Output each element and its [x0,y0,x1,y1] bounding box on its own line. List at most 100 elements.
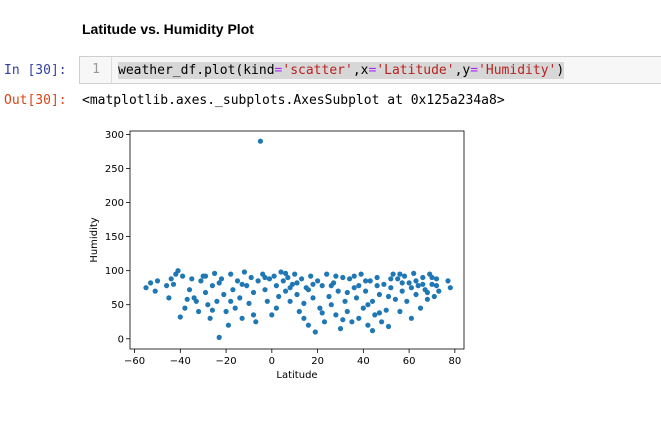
code-token: 'Humidity' [478,63,557,78]
data-point [344,308,350,315]
data-point [305,322,311,328]
data-point [186,287,193,293]
data-point [388,276,394,282]
cell-output-text: <matplotlib.axes._subplots.AxesSubplot a… [82,93,505,108]
data-point [301,315,307,321]
data-point [232,305,238,311]
data-point [248,274,254,281]
data-point [342,298,348,304]
code-token: = [274,63,283,78]
data-point [383,307,389,313]
code-line[interactable]: weather_df.plot(kind='scatter',x='Latitu… [118,62,565,79]
data-point [401,273,408,279]
data-point [376,291,382,298]
data-point [237,295,243,301]
y-tick-label: 50 [111,300,124,311]
data-point [283,288,289,294]
data-point [198,278,204,284]
data-point [395,276,401,282]
data-point [324,271,330,277]
data-point [424,296,430,302]
data-point [285,274,291,281]
data-point [353,295,360,301]
data-point [221,291,227,298]
data-point [319,283,325,289]
data-point [193,298,199,304]
data-point [189,276,195,282]
data-point [273,305,279,311]
markdown-heading: Latitude vs. Humidity Plot [82,21,254,37]
data-point [429,274,435,281]
y-tick-label: 250 [105,164,124,175]
data-point [399,280,405,286]
data-point [321,319,328,325]
code-token: = [470,63,479,78]
code-token: ,y [454,63,471,78]
data-point [351,285,357,291]
data-point [262,274,268,281]
data-point [148,280,154,286]
data-point [228,271,234,277]
code-token: = [368,63,377,78]
data-point [209,307,215,313]
data-point [168,276,174,282]
data-point [347,276,353,282]
data-point [363,278,369,284]
data-point [180,273,186,279]
data-point [328,302,334,308]
x-tick-label: 80 [448,356,461,367]
data-point [296,308,302,315]
data-point [264,298,270,304]
data-point [253,319,259,325]
output-prompt: Out[30]: [4,93,67,108]
code-token: ,x [352,63,369,78]
data-point [225,322,231,328]
data-point [269,312,275,318]
data-point [385,323,392,330]
data-point [216,334,222,340]
data-point [340,317,346,323]
scatter-points [143,138,453,340]
data-point [250,312,257,318]
data-point [276,293,282,300]
x-tick-label: 40 [357,356,370,367]
input-prompt: In [30]: [4,63,67,78]
data-point [340,274,346,281]
data-point [337,326,344,332]
code-token: 'scatter' [282,63,353,78]
data-point [399,288,405,294]
data-point [445,278,451,284]
data-point [273,283,279,289]
data-point [413,278,419,284]
data-point [365,302,371,308]
code-token: weather_df.plot(kind [118,63,275,78]
data-point [369,298,376,304]
data-point [164,283,170,289]
data-point [381,281,387,287]
data-point [369,328,376,334]
x-tick-label: 20 [311,356,324,367]
data-point [228,298,234,304]
data-point [420,274,426,281]
line-number: 1 [80,57,112,83]
data-point [365,322,371,328]
data-point [278,269,284,275]
scatter-plot: −60 −40 −20 0 20 40 60 80 0 50 100 150 200 250 300 Lati… [89,130,465,381]
data-point [308,273,314,279]
y-tick-label: 100 [105,266,124,277]
y-tick-label: 0 [118,334,124,345]
data-point [205,302,211,308]
y-tick-label: 200 [105,198,124,209]
data-point [209,283,215,289]
data-point [333,312,339,318]
data-point [360,305,366,311]
data-point [374,283,380,289]
data-point [392,296,398,302]
data-point [216,280,222,286]
data-point [305,287,311,293]
data-point [202,289,209,296]
code-cell-input[interactable]: 1 weather_df.plot(kind='scatter',x='Lati… [79,56,661,84]
data-point [287,285,293,291]
data-point [196,308,202,315]
data-point [230,287,236,293]
